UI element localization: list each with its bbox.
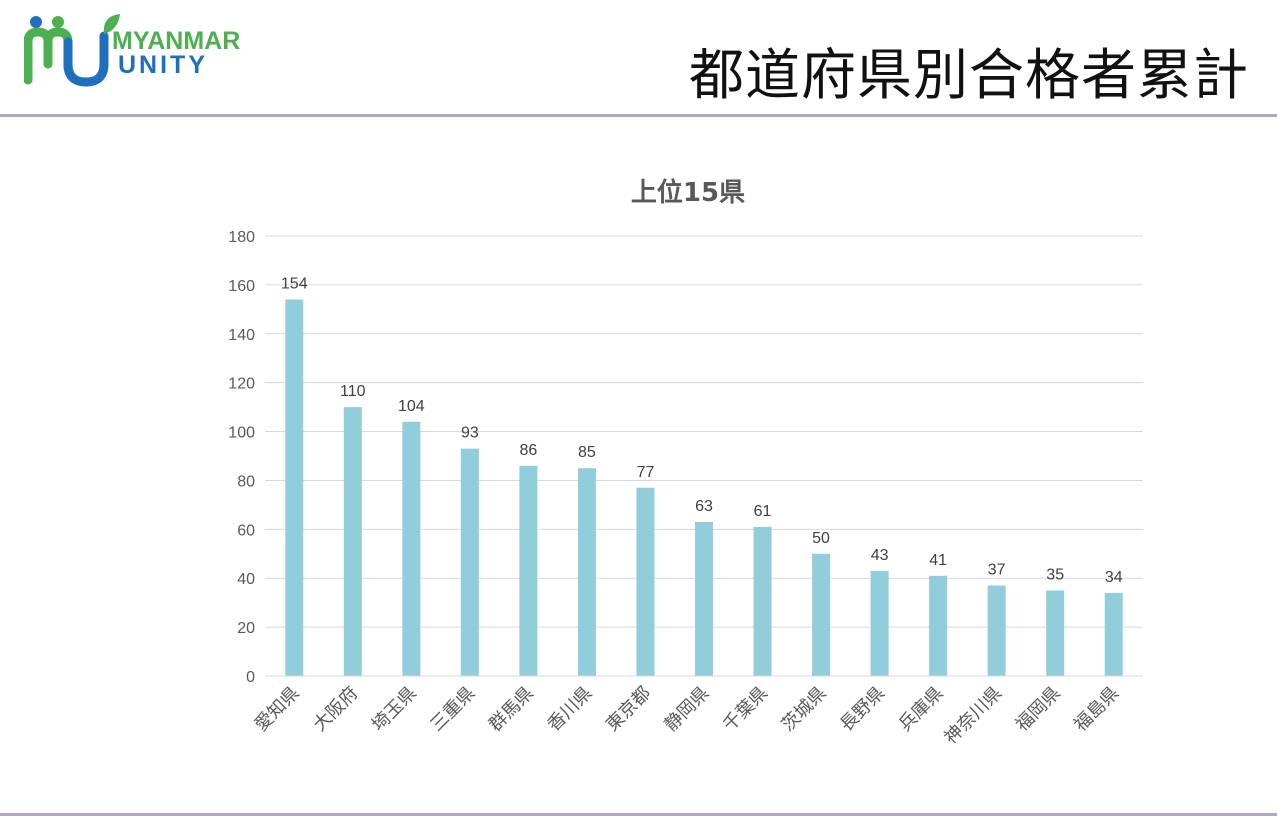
y-tick-label: 100 xyxy=(228,425,255,442)
x-tick-label: 東京都 xyxy=(602,683,655,736)
bar xyxy=(1046,590,1065,676)
page-title: 都道府県別合格者累計 xyxy=(688,43,1249,107)
bar xyxy=(460,448,479,676)
y-tick-label: 60 xyxy=(237,522,255,539)
x-axis: 愛知県 大阪府 埼玉県 三重県 群馬県 香川県 東京都 静岡県 千葉県 茨城県 長野県 兵庫県神奈川県… xyxy=(251,675,1143,749)
bar xyxy=(753,526,772,676)
y-tick-label: 140 xyxy=(228,327,255,344)
data-label: 93 xyxy=(461,425,479,442)
bar xyxy=(519,465,538,676)
bar xyxy=(402,421,421,676)
bar xyxy=(987,585,1006,676)
bar xyxy=(929,575,948,676)
logo-leaf-icon xyxy=(103,14,120,34)
data-label: 110 xyxy=(340,383,366,400)
bar xyxy=(285,299,304,676)
logo-u-shape xyxy=(63,31,109,87)
y-tick-label: 160 xyxy=(228,278,255,295)
data-label: 104 xyxy=(398,398,425,415)
bar xyxy=(812,553,831,676)
chart-title: 上位15県 xyxy=(631,177,745,208)
x-tick-label: 福岡県 xyxy=(1012,683,1065,736)
bar xyxy=(1104,592,1123,676)
data-label: 86 xyxy=(520,442,538,459)
logo-text-unity: UNITY xyxy=(118,51,208,79)
y-tick-label: 120 xyxy=(228,376,255,393)
bar xyxy=(343,407,362,676)
y-tick-label: 40 xyxy=(237,571,255,588)
x-tick-label: 福島県 xyxy=(1070,683,1123,736)
data-label: 77 xyxy=(637,464,655,481)
data-label: 43 xyxy=(871,547,889,564)
data-label: 37 xyxy=(988,562,1006,579)
header-divider xyxy=(0,114,1277,117)
x-tick-label: 茨城県 xyxy=(778,683,831,736)
x-tick-label: 愛知県 xyxy=(251,683,304,736)
data-label: 50 xyxy=(812,530,830,547)
x-tick-label: 大阪府 xyxy=(309,683,362,736)
y-tick-label: 80 xyxy=(237,473,255,490)
x-tick-label: 香川県 xyxy=(543,683,596,736)
y-tick-label: 20 xyxy=(237,620,255,637)
data-label: 41 xyxy=(929,552,947,569)
data-label: 63 xyxy=(695,498,713,515)
logo-text-myanmar: MYANMAR xyxy=(112,27,240,55)
bar xyxy=(636,487,655,676)
y-tick-label: 180 xyxy=(228,229,255,246)
bar xyxy=(695,522,713,676)
footer-divider xyxy=(0,813,1277,816)
y-axis: 0 20 40 60 80 100 120 140 160 180 xyxy=(228,229,255,686)
y-tick-label: 0 xyxy=(246,669,255,686)
bar-series: 154 110 104 93 86 85 77 63 61 50 43 41 37 35 34 xyxy=(281,276,1123,676)
x-tick-label: 群馬県 xyxy=(485,683,538,736)
x-tick-label: 神奈川県 xyxy=(940,683,1006,749)
data-label: 34 xyxy=(1105,569,1123,586)
x-tick-label: 埼玉県 xyxy=(368,683,421,736)
data-label: 154 xyxy=(281,276,308,293)
myanmar-unity-logo: MYANMAR UNITY xyxy=(24,14,240,87)
data-label: 85 xyxy=(578,444,596,461)
x-tick-label: 千葉県 xyxy=(719,683,772,736)
x-tick-label: 兵庫県 xyxy=(895,683,948,736)
data-label: 35 xyxy=(1046,566,1064,583)
data-label: 61 xyxy=(754,503,772,520)
bar xyxy=(870,570,889,676)
x-tick-label: 長野県 xyxy=(836,683,889,736)
logo-person-head-green xyxy=(52,16,64,28)
logo-person-head-blue xyxy=(30,16,42,28)
x-tick-label: 静岡県 xyxy=(661,683,714,736)
x-tick-label: 三重県 xyxy=(426,683,479,736)
bar xyxy=(577,468,596,676)
